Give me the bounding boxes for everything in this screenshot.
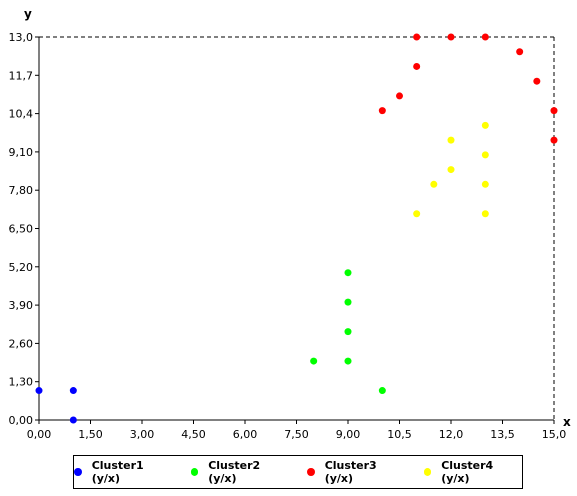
legend-item-cluster2: Cluster2 (y/x) [190,459,290,485]
legend-marker-icon [74,468,82,476]
cluster3-point [550,136,558,144]
cluster4-point [430,180,438,188]
cluster4-point [481,180,489,188]
y-axis-title: y [24,7,32,21]
y-tick-label: 1,30 [9,376,34,389]
x-tick-label: 12,0 [439,428,464,441]
y-tick-label: 13,0 [9,31,34,44]
x-axis-title: x [563,415,571,429]
x-tick-label: 15,0 [542,428,567,441]
cluster3-point [447,33,455,41]
legend-marker-icon [307,468,315,476]
y-tick-label: 10,4 [9,108,34,121]
cluster3-point [550,107,558,115]
scatter-chart: 0,00 1,50 3,00 4,50 6,00 7,50 9,00 10,5 12,0 13,5… [9,7,572,441]
legend-label: Cluster1 (y/x) [91,459,144,485]
cluster2-point [344,328,352,336]
x-tick-label: 7,50 [284,428,309,441]
cluster3-point [378,107,386,115]
cluster3-point [516,48,524,56]
x-tick-label: 4,50 [181,428,206,441]
x-tick-label: 3,00 [130,428,155,441]
legend: Cluster1 (y/x) Cluster2 (y/x) Cluster3 (y/… [73,455,523,489]
legend-label: Cluster2 (y/x) [208,459,261,485]
cluster1-point [69,416,77,424]
cluster2-point [344,298,352,306]
legend-item-cluster1: Cluster1 (y/x) [74,459,173,485]
y-tick-label: 2,60 [9,337,34,350]
cluster1-point [69,387,77,395]
cluster4-point [447,166,455,174]
cluster2-point [378,387,386,395]
cluster3-point [481,33,489,41]
x-tick-label: 1,50 [78,428,103,441]
cluster3-point [413,62,421,70]
x-tick-label: 13,5 [490,428,515,441]
cluster4-point [447,136,455,144]
cluster3-point [396,92,403,100]
cluster2-point [344,357,352,365]
x-tick-label: 0,00 [27,428,52,441]
x-tick-label: 10,5 [387,428,412,441]
legend-label: Cluster3 (y/x) [324,459,377,485]
cluster3-point [413,33,421,41]
cluster4-point [481,210,489,218]
cluster1-point [35,387,43,395]
y-tick-label: 11,7 [9,69,34,82]
cluster2-point [344,269,352,277]
cluster4-point [481,121,489,129]
y-tick-label: 3,90 [9,299,34,312]
legend-marker-icon [190,468,199,476]
legend-marker-icon [423,468,432,476]
cluster3-point [533,77,541,85]
x-tick-label: 6,00 [233,428,258,441]
y-tick-label: 9,10 [9,146,34,159]
y-tick-label: 6,50 [9,223,34,236]
cluster2-point [310,357,318,365]
y-tick-label: 0,00 [9,414,34,427]
legend-item-cluster3: Cluster3 (y/x) [307,459,406,485]
x-tick-label: 9,00 [336,428,361,441]
cluster4-point [481,151,489,159]
y-tick-label: 7,80 [9,184,34,197]
cluster4-point [413,210,421,218]
legend-item-cluster4: Cluster4 (y/x) [423,459,523,485]
y-tick-label: 5,20 [9,261,34,274]
legend-label: Cluster4 (y/x) [441,459,494,485]
